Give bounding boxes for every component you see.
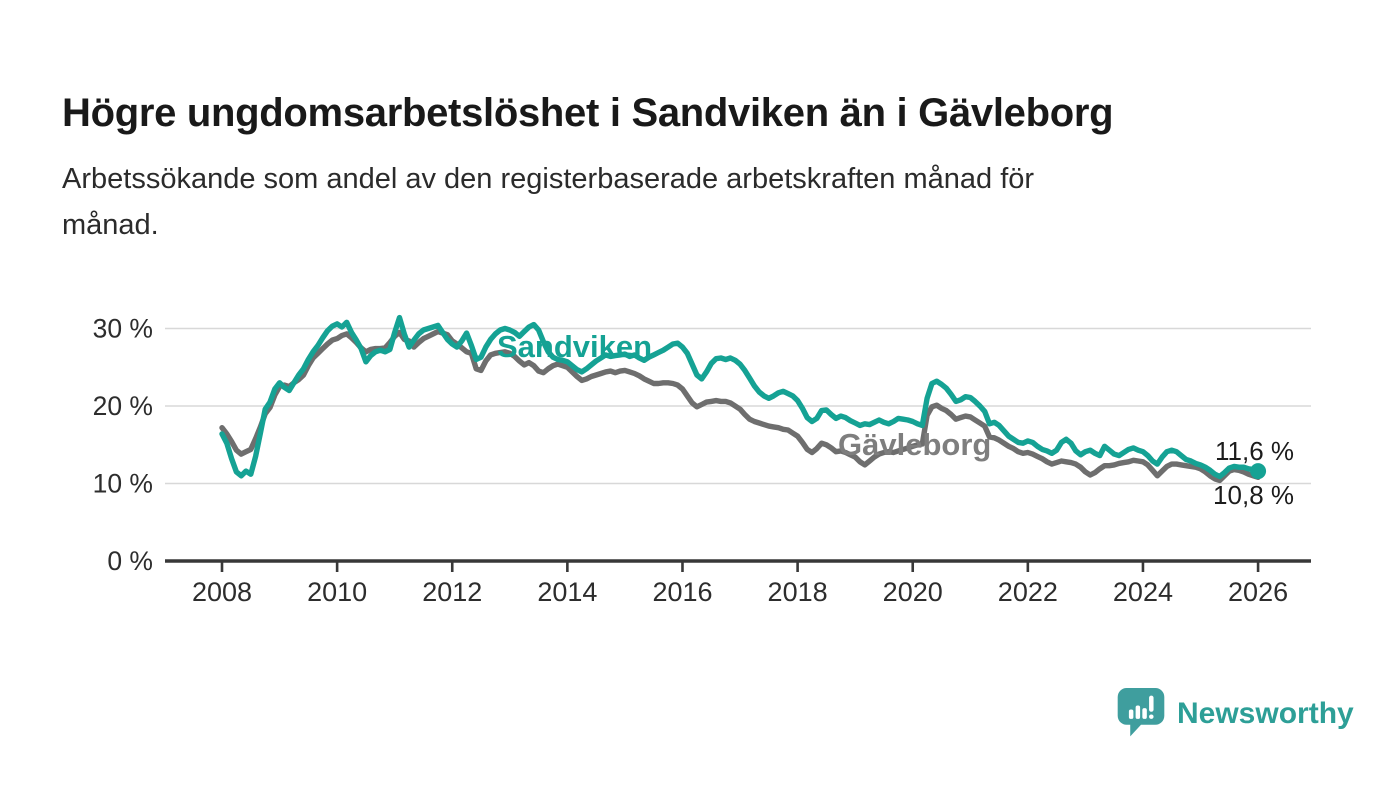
newsworthy-logo: Newsworthy bbox=[1115, 684, 1354, 744]
series-line-sandviken bbox=[219, 314, 1261, 480]
page-title: Högre ungdomsarbetslöshet i Sandviken än… bbox=[62, 90, 1114, 135]
y-axis-label: 0 % bbox=[107, 546, 153, 576]
chart-subtitle-line1: Arbetssökande som andel av den registerb… bbox=[62, 163, 1035, 195]
end-value-label-sandviken: 11,6 % bbox=[1215, 436, 1294, 466]
x-axis-label: 2018 bbox=[768, 577, 828, 607]
exclamation-dot bbox=[1149, 714, 1154, 719]
line-chart: 0 % 10 % 20 % 30 % 2008 2010 2012 2014 2016 2018 2… bbox=[93, 314, 1311, 607]
series-label-gvleborg: Gävleborg bbox=[838, 427, 991, 462]
bar-2 bbox=[1135, 705, 1141, 719]
x-axis-label: 2014 bbox=[537, 577, 597, 607]
y-axis-label: 20 % bbox=[93, 391, 153, 421]
x-axis-label: 2022 bbox=[998, 577, 1058, 607]
y-axis-label: 30 % bbox=[93, 314, 153, 344]
x-axis-label: 2026 bbox=[1228, 577, 1288, 607]
endpoint-dot bbox=[1250, 463, 1267, 480]
end-value-label-gvleborg: 10,8 % bbox=[1213, 480, 1294, 510]
y-axis-label: 10 % bbox=[93, 469, 153, 499]
x-axis-label: 2008 bbox=[192, 577, 252, 607]
x-axis-label: 2012 bbox=[422, 577, 482, 607]
bubble-shape bbox=[1117, 688, 1165, 737]
brand-wordmark: Newsworthy bbox=[1177, 697, 1354, 730]
chart-subtitle: Arbetssökande som andel av den registerb… bbox=[62, 156, 1342, 248]
chart-subtitle-line2: månad. bbox=[62, 209, 159, 241]
x-axis-label: 2016 bbox=[652, 577, 712, 607]
bar-3 bbox=[1142, 708, 1147, 719]
x-axis-label: 2010 bbox=[307, 577, 367, 607]
bar-1 bbox=[1128, 709, 1134, 719]
exclamation-bar bbox=[1149, 695, 1154, 712]
x-axis-label: 2024 bbox=[1113, 577, 1173, 607]
newsworthy-bubble-icon bbox=[1117, 688, 1165, 737]
x-axis-label: 2020 bbox=[883, 577, 943, 607]
series-label-sandviken: Sandviken bbox=[497, 329, 652, 364]
